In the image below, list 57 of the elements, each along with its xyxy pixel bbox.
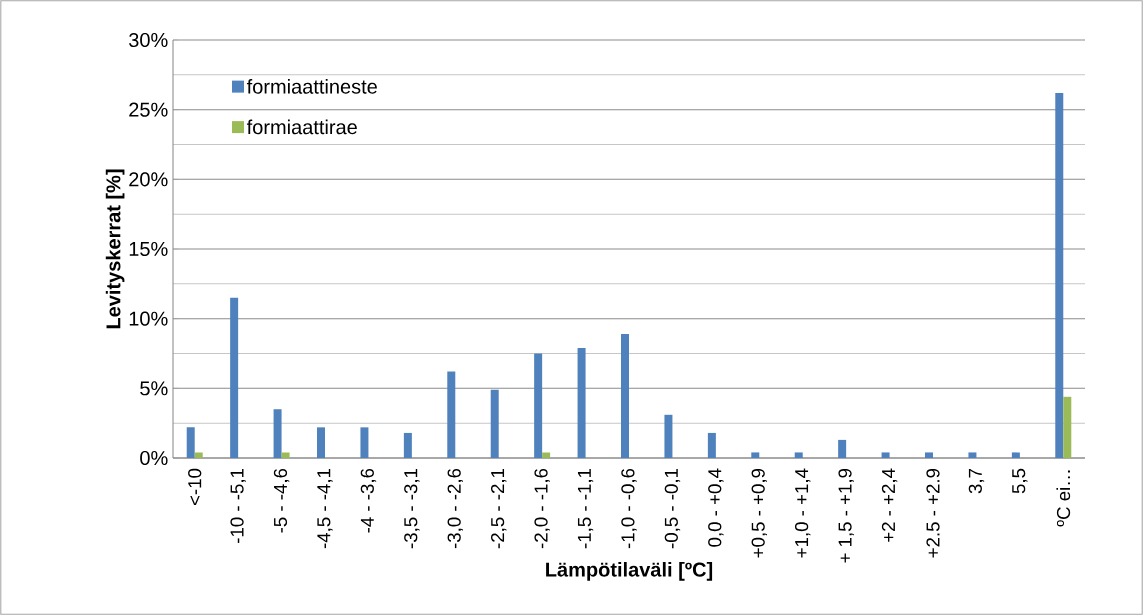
- x-tick-label: 3,7: [968, 468, 985, 494]
- x-tick-label: -2,0 - -1,6: [534, 468, 550, 549]
- bar: [317, 427, 325, 458]
- x-tick-label: + 1,5 - +1,9: [838, 468, 854, 563]
- bar: [273, 409, 282, 458]
- y-tick-label: 20%: [129, 172, 168, 187]
- bar: [968, 452, 977, 458]
- x-tick-label: -5 - -4,6: [273, 468, 290, 533]
- x-tick-label: ºC ei…: [1056, 470, 1071, 527]
- y-tick-label: 30%: [129, 32, 168, 48]
- bar: [447, 371, 456, 458]
- x-tick-label: -10 - -5,1: [230, 468, 246, 543]
- bar: [794, 452, 803, 458]
- bar: [542, 452, 551, 458]
- legend-label: formiaattirae: [246, 119, 357, 135]
- bar: [621, 334, 629, 458]
- bar: [707, 432, 716, 458]
- bar: [664, 414, 673, 458]
- y-tick-label: 5%: [140, 381, 168, 396]
- x-tick-label: <-10: [188, 468, 202, 506]
- bar: [230, 297, 239, 458]
- x-tick-label: +0,5 - +0,9: [751, 468, 767, 558]
- y-tick-label: 0%: [140, 450, 168, 466]
- legend-label: formiaattineste: [246, 79, 377, 94]
- x-tick-label: +2.5 - +2.9: [926, 468, 940, 558]
- bar: [360, 427, 369, 458]
- x-tick-label: +1,0 - +1,4: [794, 468, 811, 558]
- bar: [838, 439, 847, 458]
- x-axis-title: Lämpötilaväli [ºC]: [546, 562, 713, 581]
- x-tick-label: -3,5 - -3,1: [404, 468, 420, 549]
- bar: [534, 353, 543, 458]
- x-tick-label: -0,5 - -0,1: [664, 468, 681, 549]
- bar: [403, 432, 412, 458]
- bar: [1055, 92, 1064, 458]
- bar: [925, 452, 934, 458]
- x-tick-label: 0,0 - +0,4: [708, 468, 724, 547]
- bar: [1011, 452, 1020, 458]
- y-axis-title: Levityskerrat [%]: [105, 169, 125, 329]
- bar: [281, 452, 290, 458]
- bar: [186, 427, 195, 458]
- x-tick-label: -2,5 - -2,1: [490, 468, 507, 549]
- x-tick-label: +2 - +2,4: [881, 468, 898, 542]
- y-tick-label: 15%: [129, 241, 168, 257]
- x-tick-label: -4,5 - -4,1: [317, 468, 333, 549]
- x-tick-label: 5,5: [1012, 468, 1028, 494]
- bar: [490, 389, 499, 458]
- bar: [881, 452, 890, 458]
- bar: [194, 452, 203, 458]
- y-tick-label: 10%: [129, 311, 168, 326]
- y-tick-label: 25%: [129, 102, 168, 117]
- x-tick-label: -1,0 - -0,6: [621, 468, 637, 549]
- bar: [577, 347, 586, 458]
- bar: [751, 452, 760, 458]
- x-tick-label: -3,0 - -2,6: [447, 468, 463, 549]
- bar: [1063, 396, 1072, 458]
- x-tick-label: -4 - -3,6: [360, 468, 377, 533]
- x-tick-label: -1,5 - -1,1: [577, 468, 594, 549]
